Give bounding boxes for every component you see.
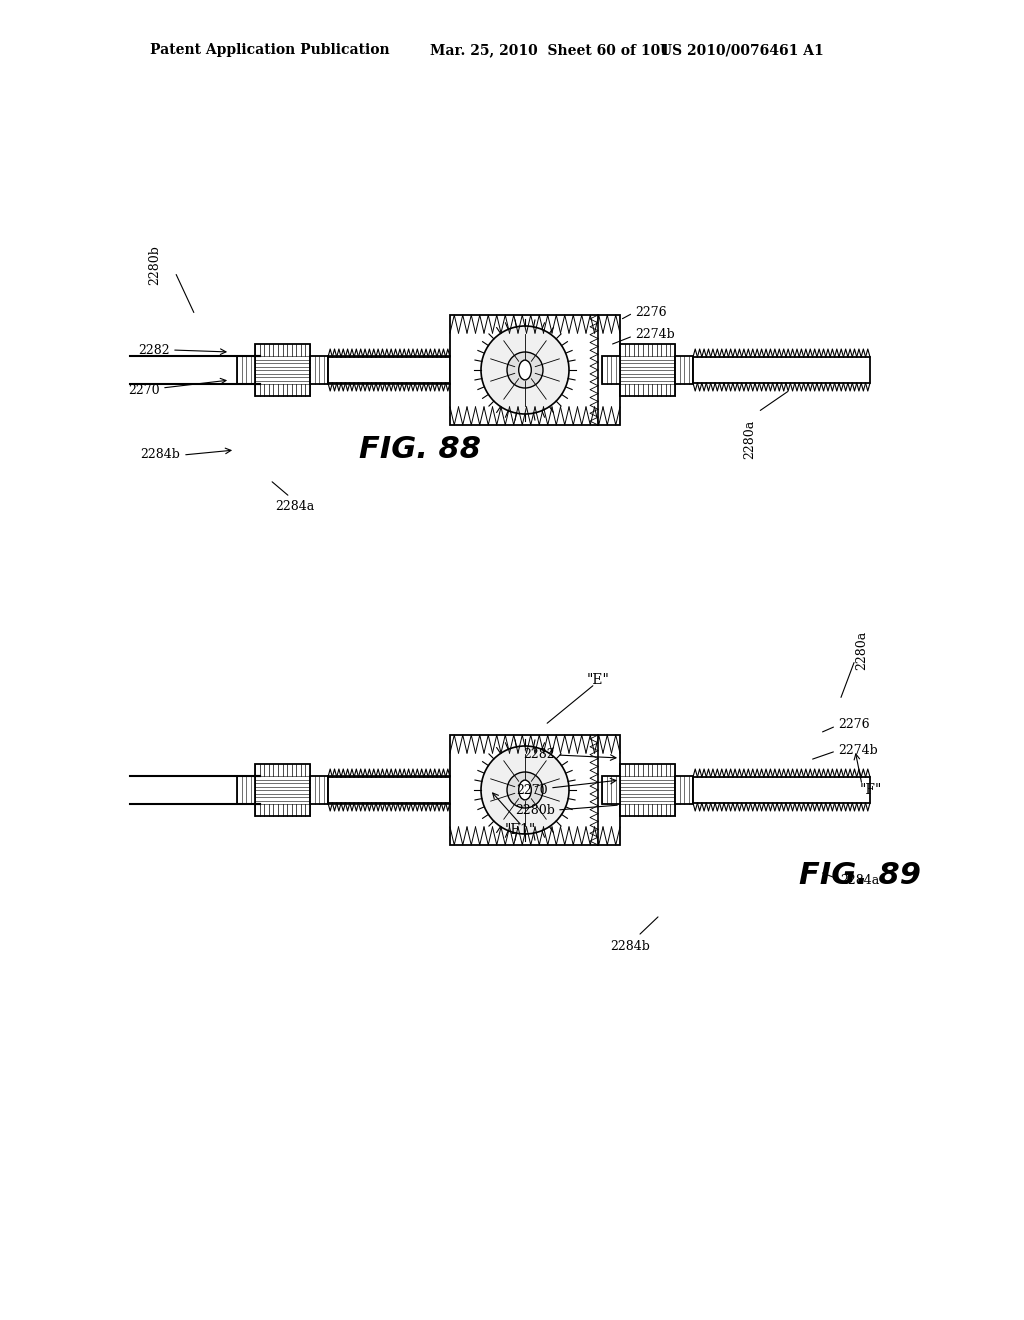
Text: 2284a: 2284a — [275, 500, 314, 513]
Bar — [675, 776, 693, 804]
Circle shape — [507, 352, 543, 388]
Bar — [310, 776, 328, 804]
Text: 2276: 2276 — [838, 718, 869, 731]
Bar — [255, 764, 310, 816]
Text: 2280a: 2280a — [743, 420, 757, 459]
Bar — [620, 345, 675, 396]
Text: 2280b: 2280b — [515, 804, 555, 817]
Text: 2270: 2270 — [516, 784, 548, 796]
Text: Patent Application Publication: Patent Application Publication — [150, 44, 389, 57]
Text: 2274b: 2274b — [635, 329, 675, 342]
Bar — [693, 356, 870, 383]
Bar — [450, 735, 620, 845]
Bar — [328, 777, 450, 803]
Text: 2280a: 2280a — [855, 631, 868, 669]
Bar — [693, 777, 870, 803]
Text: FIG. 88: FIG. 88 — [359, 436, 481, 465]
Text: 2284b: 2284b — [140, 449, 180, 462]
Bar — [310, 355, 328, 384]
Bar — [328, 356, 450, 383]
Text: 2274b: 2274b — [838, 743, 878, 756]
Bar — [620, 764, 675, 816]
Text: 2282: 2282 — [138, 343, 170, 356]
Text: 2284a: 2284a — [840, 874, 880, 887]
Text: 2280b: 2280b — [148, 246, 162, 285]
Circle shape — [481, 746, 569, 834]
Ellipse shape — [519, 360, 531, 380]
Text: US 2010/0076461 A1: US 2010/0076461 A1 — [660, 44, 823, 57]
Bar — [602, 776, 620, 804]
Text: "F": "F" — [860, 783, 883, 797]
Bar — [450, 315, 620, 425]
Text: 2270: 2270 — [128, 384, 160, 396]
Bar — [675, 355, 693, 384]
Bar — [237, 355, 255, 384]
Bar — [602, 355, 620, 384]
Bar — [255, 345, 310, 396]
Text: "F1": "F1" — [505, 822, 536, 837]
Text: Mar. 25, 2010  Sheet 60 of 101: Mar. 25, 2010 Sheet 60 of 101 — [430, 44, 670, 57]
Ellipse shape — [519, 780, 531, 800]
Bar — [237, 776, 255, 804]
Circle shape — [507, 772, 543, 808]
Text: "E": "E" — [587, 673, 609, 686]
Circle shape — [481, 326, 569, 414]
Text: FIG. 89: FIG. 89 — [799, 861, 921, 890]
Text: 2276: 2276 — [635, 305, 667, 318]
Text: 2284b: 2284b — [610, 940, 650, 953]
Text: 2282: 2282 — [523, 748, 555, 762]
